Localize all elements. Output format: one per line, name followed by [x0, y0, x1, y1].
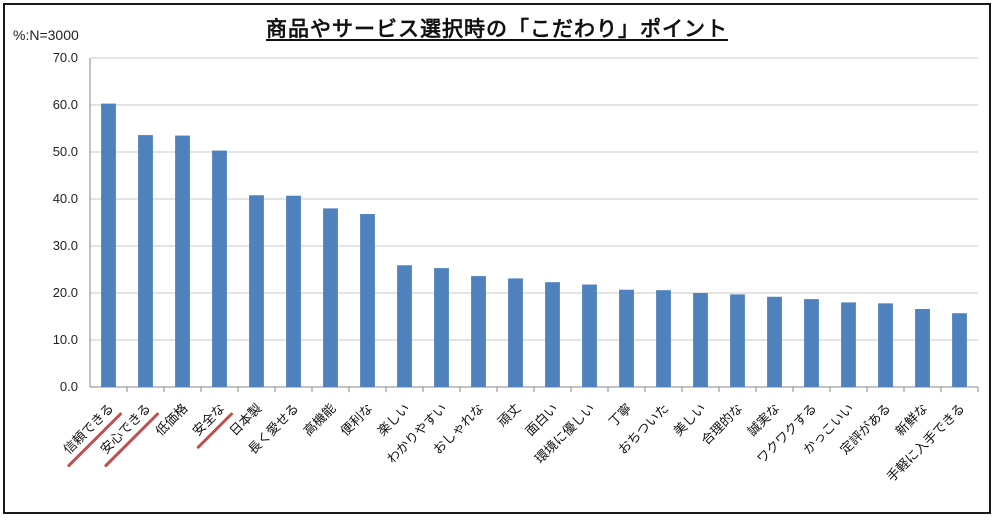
bar — [508, 278, 523, 387]
unit-label: %:N=3000 — [13, 27, 79, 43]
x-category-label: 丁寧 — [606, 401, 636, 431]
y-tick-label: 60.0 — [53, 97, 78, 112]
x-category-label: 頑丈 — [495, 401, 524, 430]
bar — [656, 290, 671, 387]
bar — [360, 214, 375, 387]
x-category-label: 合理的な — [698, 401, 746, 449]
bar — [249, 195, 264, 387]
bar — [286, 195, 301, 387]
bar — [619, 289, 634, 387]
bar — [804, 299, 819, 387]
bar — [582, 284, 597, 387]
bar — [101, 103, 116, 387]
x-category-label: 高機能 — [300, 401, 339, 440]
bar — [545, 282, 560, 387]
bar — [841, 302, 856, 387]
highlight-underline — [196, 412, 233, 449]
y-tick-label: 70.0 — [53, 50, 78, 65]
bar — [471, 276, 486, 387]
y-tick-label: 20.0 — [53, 285, 78, 300]
highlight-underline — [104, 412, 159, 468]
chart-title: 商品やサービス選択時の「こだわり」ポイント — [266, 17, 728, 41]
x-category-label: 低価格 — [152, 401, 191, 440]
bar — [730, 294, 745, 387]
bar — [323, 208, 338, 387]
bar — [767, 296, 782, 387]
bar — [138, 135, 153, 387]
bar — [915, 308, 930, 387]
bar — [397, 265, 412, 387]
bar — [175, 135, 190, 387]
bar — [878, 303, 893, 387]
x-category-label: 安全な — [189, 401, 228, 440]
y-tick-label: 50.0 — [53, 144, 78, 159]
bar — [952, 313, 967, 387]
bar — [693, 293, 708, 387]
y-tick-label: 10.0 — [53, 332, 78, 347]
x-category-label: 便利な — [338, 401, 376, 439]
y-tick-label: 40.0 — [53, 191, 78, 206]
y-tick-label: 0.0 — [60, 379, 78, 394]
highlight-underline — [67, 412, 122, 468]
chart-frame: 商品やサービス選択時の「こだわり」ポイント %:N=3000 — [3, 3, 991, 514]
bar — [212, 150, 227, 387]
bar — [434, 268, 449, 387]
y-tick-label: 30.0 — [53, 238, 78, 253]
